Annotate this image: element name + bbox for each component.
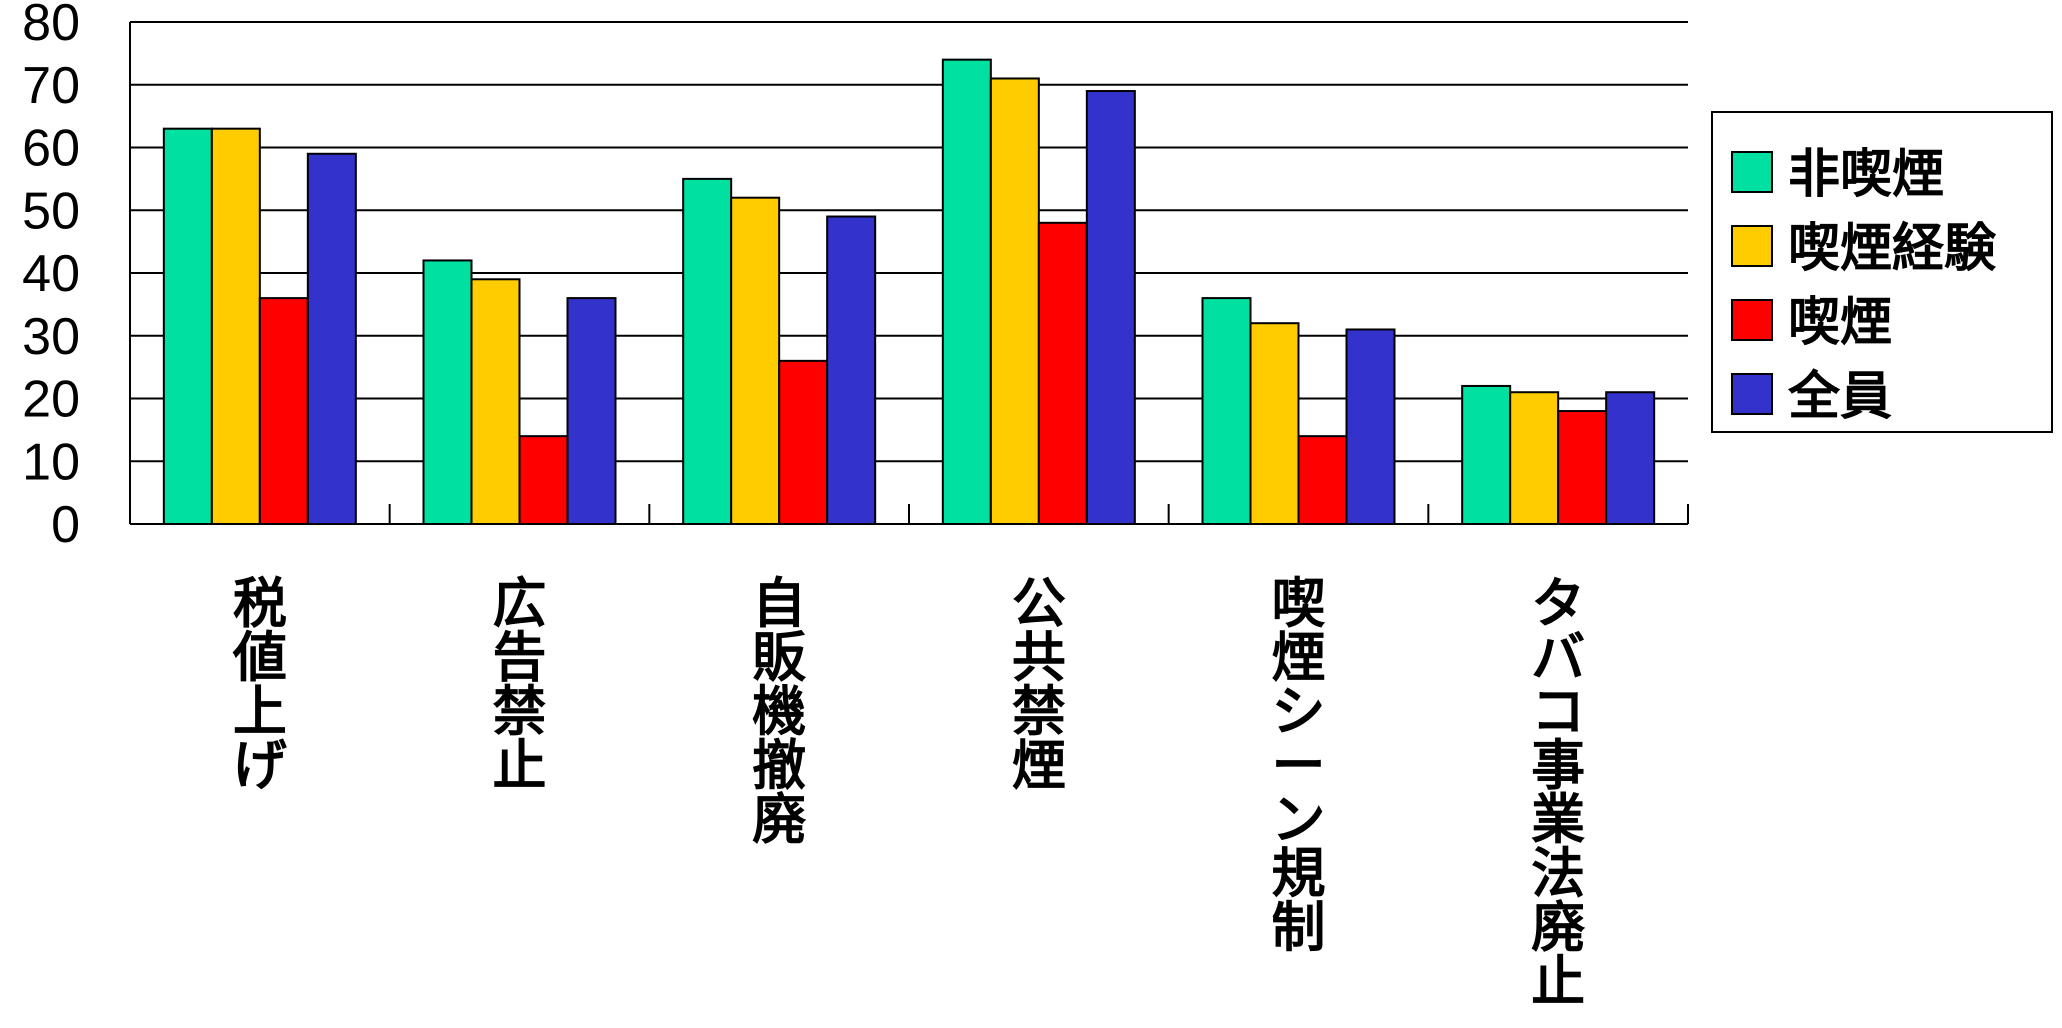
bar-3-1 — [258, 297, 309, 525]
legend-swatch — [1731, 151, 1773, 193]
x-category-label: 喫煙シーン規制 — [1272, 572, 1326, 959]
x-category-char: 機 — [752, 680, 806, 743]
bar-2-6 — [1509, 391, 1560, 525]
x-category-char: 煙 — [1012, 734, 1066, 797]
x-category-char: シ — [1272, 680, 1326, 743]
x-category-char: コ — [1531, 680, 1585, 743]
legend-label: 喫煙経験 — [1788, 219, 1997, 279]
x-category-char: 撤 — [752, 734, 806, 797]
y-tick-label: 30 — [22, 308, 80, 366]
x-category-char: 広 — [493, 572, 547, 635]
x-category-char: 業 — [1531, 788, 1585, 851]
x-category-char: 止 — [493, 734, 547, 797]
x-category-label: タバコ事業法廃止 — [1531, 572, 1586, 1013]
bar-2-5 — [1249, 322, 1300, 526]
x-category-char: タ — [1531, 572, 1585, 635]
bar-2-3 — [730, 196, 781, 525]
x-category-char: 規 — [1272, 842, 1326, 905]
x-category-char: 値 — [232, 626, 287, 689]
y-tick-label: 70 — [22, 57, 80, 115]
x-category-char: ン — [1272, 788, 1326, 851]
bar-3-5 — [1297, 435, 1348, 525]
y-tick-label: 50 — [22, 182, 80, 240]
x-category-char: 自 — [752, 572, 806, 635]
bar-4-2 — [566, 297, 617, 525]
x-category-char: 煙 — [1272, 626, 1326, 689]
bar-2-4 — [989, 77, 1040, 525]
legend-swatch — [1731, 373, 1773, 415]
gridlines — [130, 21, 1688, 463]
bar-4-4 — [1085, 90, 1136, 526]
bar-1-3 — [682, 177, 733, 525]
legend-label: 全員 — [1787, 367, 1892, 427]
x-category-label: 自販機撤廃 — [752, 572, 807, 851]
x-category-label: 公共禁煙 — [1012, 572, 1066, 797]
bar-3-6 — [1557, 410, 1608, 525]
bar-1-5 — [1201, 297, 1252, 525]
bar-2-2 — [470, 278, 521, 525]
x-category-char: 制 — [1272, 896, 1326, 959]
y-tick-label: 80 — [22, 0, 80, 52]
x-category-char: バ — [1531, 626, 1585, 689]
x-category-char: 共 — [1012, 626, 1066, 689]
x-category-char: 事 — [1531, 734, 1585, 797]
bar-4-6 — [1605, 391, 1656, 525]
x-category-char: 喫 — [1272, 572, 1326, 635]
x-category-char: 止 — [1531, 950, 1585, 1013]
bar-2-1 — [210, 127, 261, 526]
x-category-char: 禁 — [1012, 680, 1066, 743]
x-category-char: ー — [1272, 734, 1326, 797]
x-category-char: げ — [233, 734, 287, 797]
bar-3-4 — [1037, 221, 1088, 526]
x-category-char: 販 — [752, 626, 807, 689]
y-tick-label: 20 — [22, 371, 80, 429]
bar-1-2 — [422, 259, 473, 525]
x-category-char: 禁 — [493, 680, 547, 743]
x-category-char: 法 — [1531, 842, 1585, 905]
bars — [162, 58, 1656, 526]
bar-1-6 — [1461, 384, 1512, 526]
bar-1-1 — [162, 127, 213, 526]
legend-swatch — [1731, 225, 1773, 267]
x-category-char: 告 — [493, 626, 547, 689]
bar-3-3 — [778, 359, 829, 525]
bar-3-2 — [518, 435, 569, 525]
bar-4-5 — [1345, 328, 1396, 525]
legend-label: 非喫煙 — [1788, 145, 1944, 205]
x-category-char: 上 — [233, 680, 287, 743]
y-tick-label: 0 — [51, 496, 80, 554]
x-category-label: 広告禁止 — [493, 572, 547, 797]
x-category-char: 税 — [233, 572, 287, 635]
x-category-char: 廃 — [752, 788, 807, 851]
axes — [129, 22, 1689, 525]
bar-4-1 — [306, 152, 357, 525]
x-category-char: 公 — [1012, 572, 1066, 635]
bar-1-4 — [941, 58, 992, 526]
legend-swatch — [1731, 299, 1773, 341]
y-tick-label: 10 — [22, 433, 80, 491]
legend-label: 喫煙 — [1788, 293, 1892, 353]
y-tick-label: 60 — [22, 120, 80, 178]
x-category-char: 廃 — [1531, 896, 1586, 959]
bar-4-3 — [826, 215, 877, 525]
y-tick-label: 40 — [22, 245, 80, 303]
x-category-label: 税値上げ — [232, 572, 287, 797]
